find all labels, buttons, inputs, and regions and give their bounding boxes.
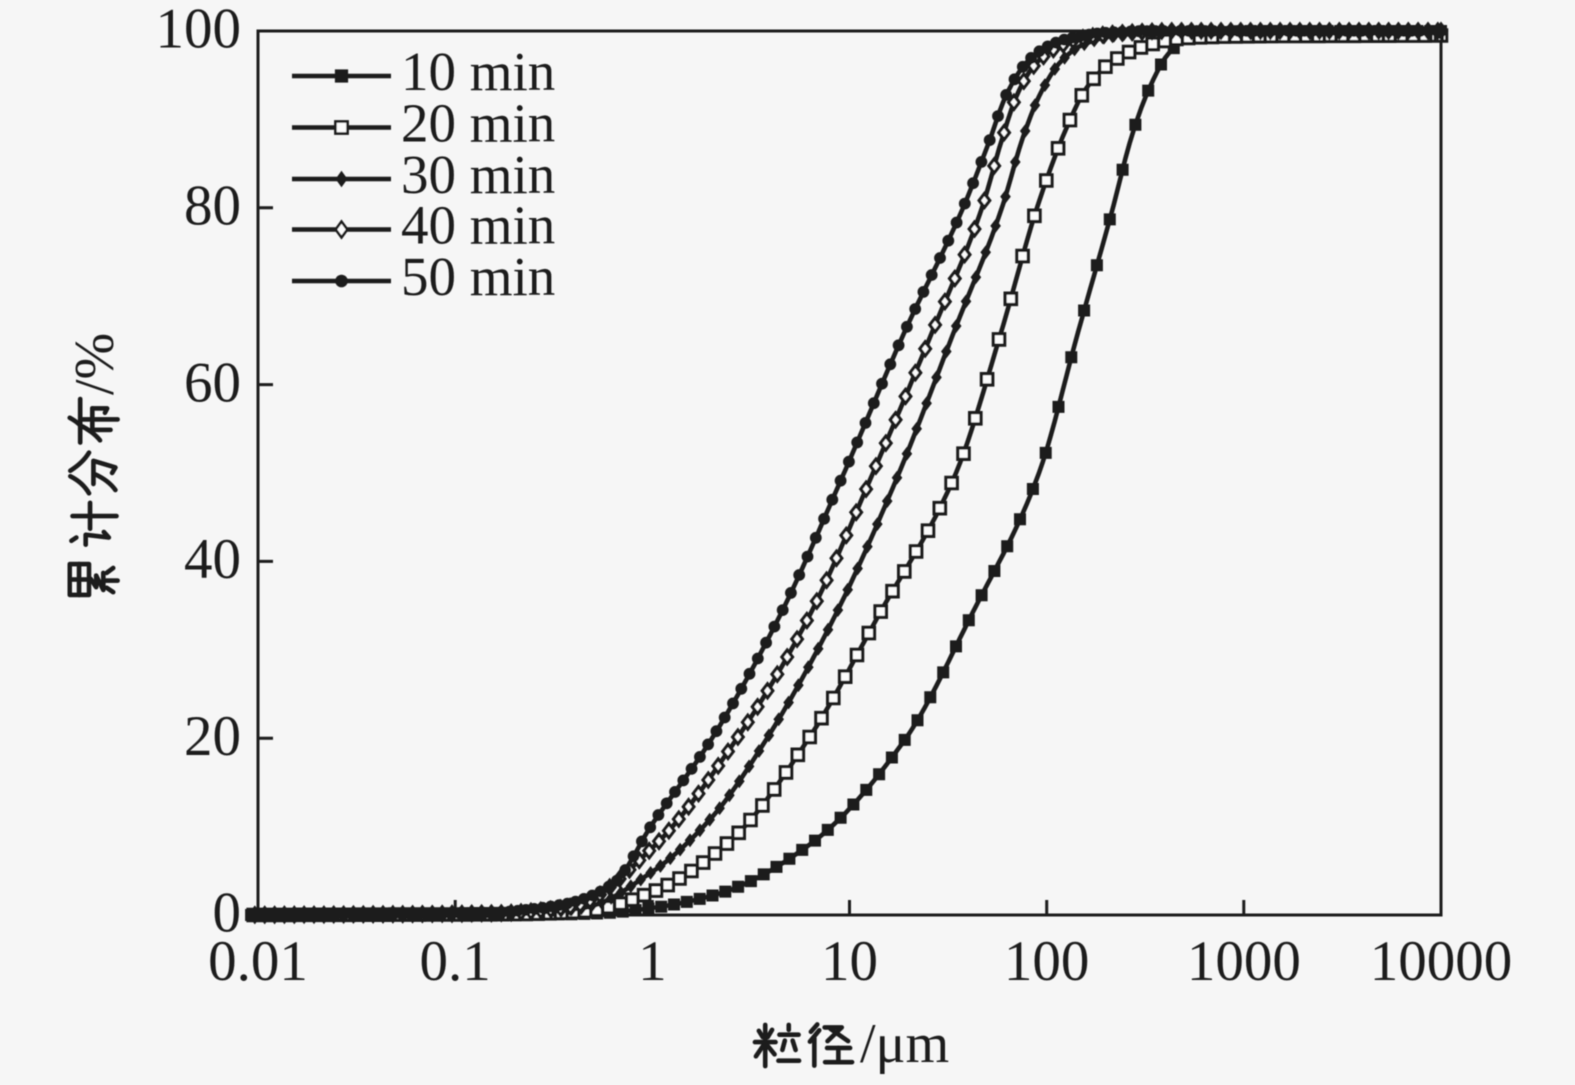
- svg-text:30 min: 30 min: [401, 144, 555, 205]
- svg-text:0.01: 0.01: [208, 930, 308, 993]
- svg-text:/%: /%: [64, 333, 126, 395]
- svg-text:10 min: 10 min: [401, 41, 555, 102]
- svg-text:10000: 10000: [1370, 930, 1513, 993]
- svg-text:80: 80: [184, 174, 241, 237]
- svg-text:0.1: 0.1: [420, 930, 491, 993]
- svg-text:0: 0: [213, 882, 242, 945]
- svg-text:40 min: 40 min: [401, 195, 555, 256]
- svg-text:100: 100: [156, 0, 242, 61]
- svg-text:/μm: /μm: [860, 1013, 949, 1075]
- svg-text:100: 100: [1004, 930, 1090, 993]
- svg-text:20: 20: [184, 705, 241, 768]
- svg-text:50 min: 50 min: [401, 246, 555, 307]
- svg-text:40: 40: [184, 528, 241, 591]
- svg-text:60: 60: [184, 351, 241, 414]
- svg-text:1: 1: [638, 930, 667, 993]
- svg-text:1000: 1000: [1187, 930, 1301, 993]
- svg-text:20 min: 20 min: [401, 93, 555, 154]
- svg-text:10: 10: [821, 930, 878, 993]
